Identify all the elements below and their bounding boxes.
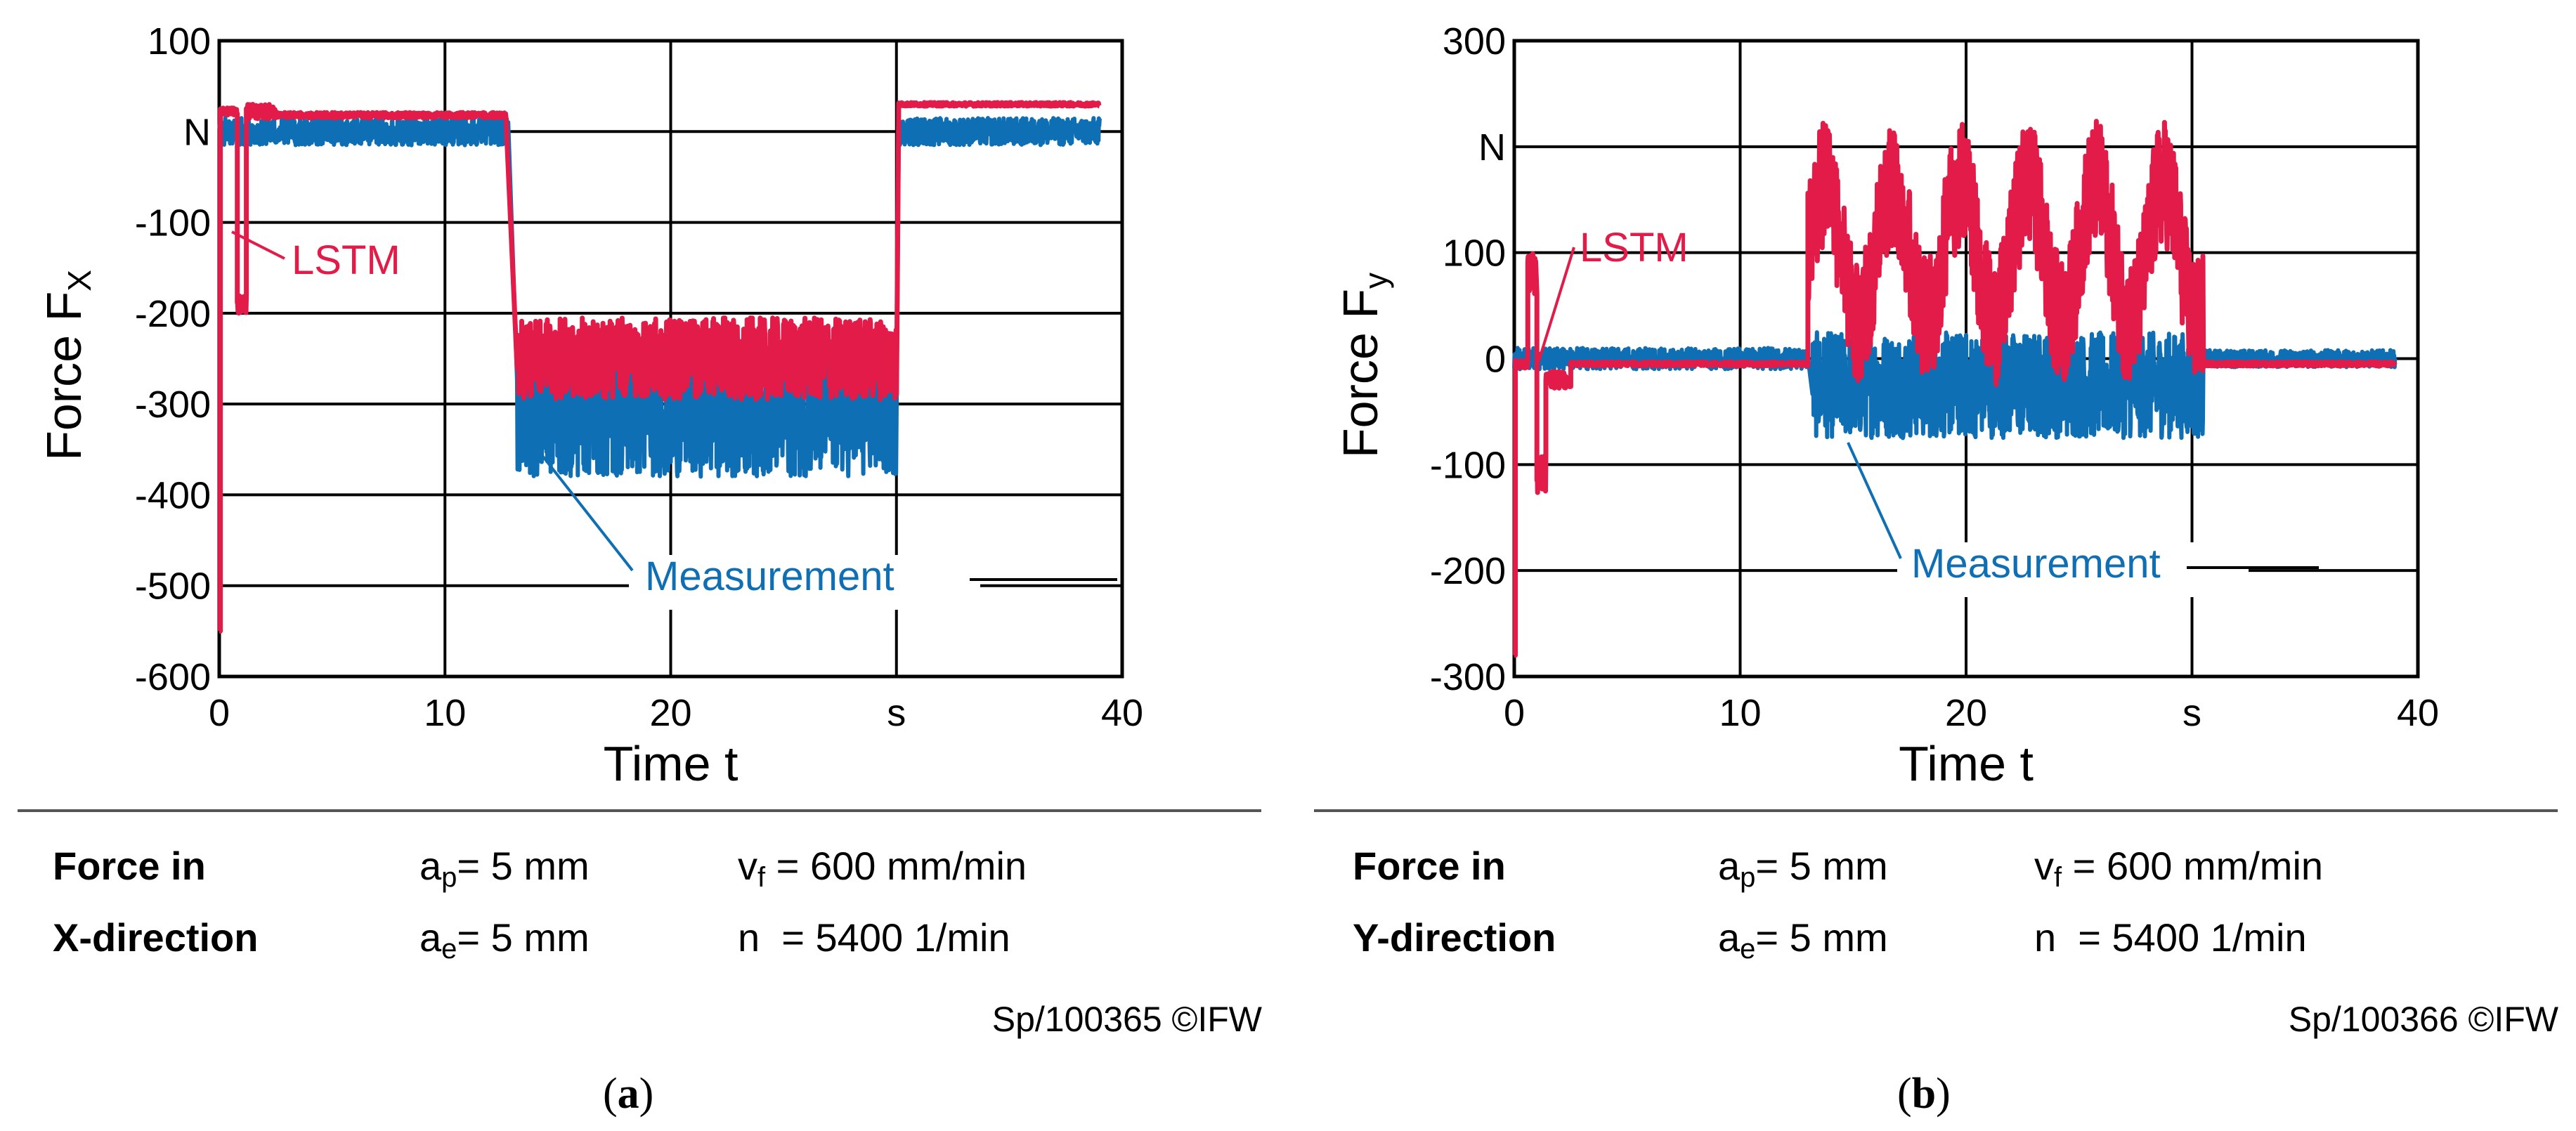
measurement-label-bg [1897,542,2249,597]
param-ae-a: ae= 5 mm [419,915,590,965]
lstm-annotation: LSTM [1580,225,1689,270]
param-vf-a: vf = 600 mm/min [738,844,1027,893]
y-tick-label: -500 [135,566,211,608]
credit-a: Sp/100365 ©IFW [991,1000,1262,1039]
y-tick-label: N [1478,126,1506,169]
x-axis-label: Time t [1899,736,2034,791]
y-tick-label: 0 [1485,339,1506,381]
series-lstm-line [1512,119,2398,658]
caption-heading-a-line1: Force in [53,844,206,888]
y-axis-label: Force FX [37,270,98,461]
y-tick-label: 300 [1443,20,1506,63]
y-tick-label: -400 [135,474,211,516]
series-measurement-line [1512,329,2398,440]
y-tick-label: -100 [135,202,211,244]
param-n-b: n = 5400 1/min [2034,915,2307,960]
chart-force-x: 0 10 20 s 40 100 N -100 -200 -300 -400 -500 -600 Time… [37,20,1143,791]
y-tick-label: 100 [148,20,211,63]
x-tick-label: 10 [424,692,466,734]
y-tick-label: -300 [1430,656,1506,698]
x-tick-label: 0 [1504,692,1525,734]
panel-label-a: (a) [603,1070,654,1118]
param-ae-b: ae= 5 mm [1718,915,1888,965]
x-tick-label: 20 [1945,692,1987,734]
series-measurement-line [217,115,1102,479]
measurement-leader-line [536,448,634,572]
x-tick-label: 10 [1719,692,1761,734]
lstm-leader-line [1536,247,1575,366]
param-ap-a: ap= 5 mm [419,844,590,893]
y-tick-label: 100 [1443,233,1506,275]
caption-heading-b-line2: Y-direction [1353,915,1556,960]
caption-heading-b-line1: Force in [1353,844,1506,888]
param-n-a: n = 5400 1/min [738,915,1010,960]
y-tick-label: -200 [135,293,211,335]
x-tick-label: 40 [2397,692,2439,734]
x-tick-label: s [2183,692,2201,734]
panel-label-b: (b) [1897,1070,1951,1118]
y-tick-label: -300 [135,384,211,426]
x-tick-label: 40 [1101,692,1143,734]
measurement-annotation: Measurement [1911,541,2161,587]
chart-force-y: 0 10 20 s 40 300 N 100 0 -100 -200 -300 Time t Force … [1333,20,2439,791]
caption-heading-a-line2: X-direction [53,915,259,960]
x-tick-label: 20 [649,692,691,734]
y-tick-label: -600 [135,656,211,698]
y-tick-label: -100 [1430,444,1506,486]
x-tick-label: s [887,692,906,734]
x-axis-label: Time t [604,736,739,791]
lstm-annotation: LSTM [292,237,401,283]
caption-divider-b [1314,809,2558,812]
credit-b: Sp/100366 ©IFW [2288,1000,2558,1039]
x-tick-label: 0 [209,692,230,734]
measurement-leader-line [1847,442,1902,559]
param-vf-b: vf = 600 mm/min [2034,844,2324,893]
lstm-leader-line [231,230,285,260]
y-axis-label: Force Fy [1333,273,1394,458]
measurement-annotation: Measurement [645,554,895,599]
measurement-label-bg [629,555,980,610]
y-tick-label: N [183,111,211,153]
y-tick-label: -200 [1430,550,1506,592]
series-lstm-line [217,100,1102,634]
caption-divider-a [18,809,1261,812]
param-ap-b: ap= 5 mm [1718,844,1888,893]
